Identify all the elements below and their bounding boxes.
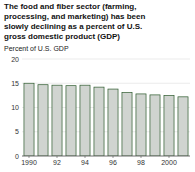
y-axis-label: Percent of U.S. GDP <box>4 45 69 52</box>
y-tick-label: 5 <box>15 128 19 135</box>
grid-line <box>22 83 190 84</box>
y-tick-label: 0 <box>15 153 19 160</box>
x-tick <box>169 156 170 158</box>
x-tick <box>57 156 58 158</box>
chart-container: The food and fiber sector (farming,proce… <box>0 0 195 172</box>
x-tick <box>85 156 86 158</box>
title: The food and fiber sector (farming,proce… <box>4 2 145 41</box>
bar <box>108 89 118 156</box>
x-tick-label: 96 <box>109 159 117 166</box>
y-tick-label: 15 <box>11 80 19 87</box>
bar <box>52 85 62 156</box>
x-tick <box>29 156 30 158</box>
x-tick-label: 92 <box>53 159 61 166</box>
x-tick-label: 2000 <box>161 159 177 166</box>
bar <box>94 87 104 156</box>
bar <box>66 86 76 156</box>
title-line: slowly declining as a percent of U.S. <box>4 22 142 31</box>
x-tick-label: 1990 <box>21 159 37 166</box>
bar <box>24 83 34 156</box>
y-tick-label: 10 <box>11 104 19 111</box>
chart: The food and fiber sector (farming,proce… <box>0 0 195 172</box>
grid <box>22 59 190 156</box>
bar <box>164 95 174 156</box>
bar <box>136 94 146 156</box>
title-line: processing, and marketing) has been <box>4 12 145 21</box>
bar <box>150 95 160 156</box>
title-line: The food and fiber sector (farming, <box>4 2 136 11</box>
x-tick <box>113 156 114 158</box>
x-tick-label: 98 <box>137 159 145 166</box>
y-tick-label: 20 <box>11 56 19 63</box>
bar <box>178 97 188 156</box>
x-tick <box>141 156 142 158</box>
bar <box>38 85 48 156</box>
bar <box>80 85 90 156</box>
title-line: gross domestic product (GDP) <box>4 32 120 41</box>
bars <box>24 83 188 156</box>
grid-line <box>22 59 190 60</box>
grid-line <box>22 156 190 157</box>
bar <box>122 92 132 156</box>
x-axis-line <box>22 156 190 157</box>
x-tick-label: 94 <box>81 159 89 166</box>
